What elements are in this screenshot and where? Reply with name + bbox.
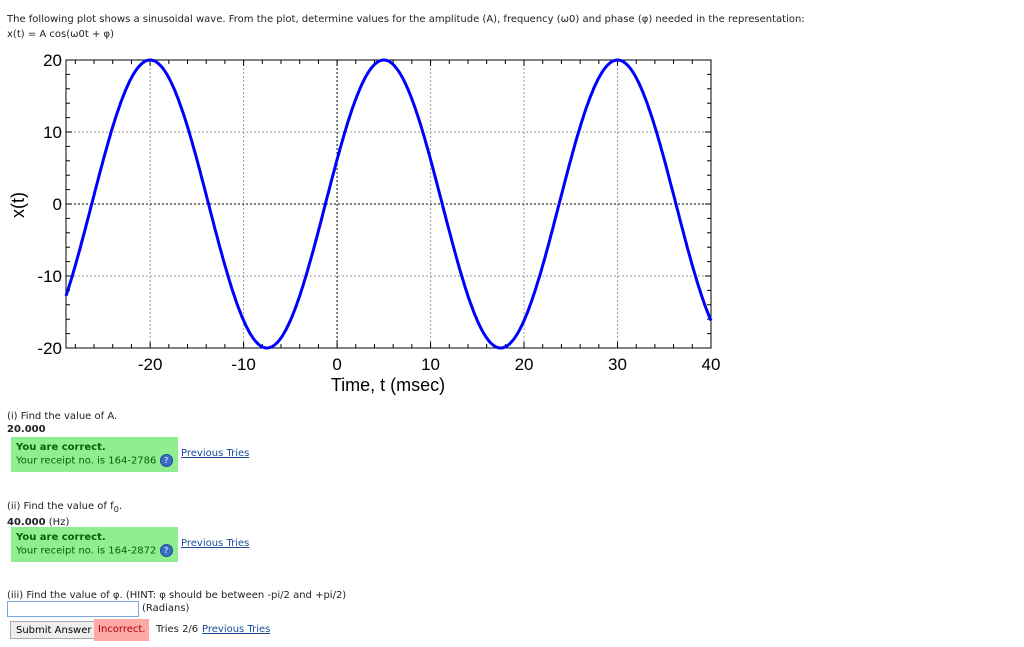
x-tick-label: -10 (231, 355, 256, 374)
sinusoid-plot: -20 -10 0 10 20 30 40 20 10 0 -10 -20 Time, t (msec… (8, 51, 721, 395)
formula: x(t) = A cos(ω0t + φ) (7, 29, 115, 40)
q2-dot: . (118, 501, 123, 512)
incorrect-badge: Incorrect. (94, 619, 150, 641)
x-tick-label: -20 (138, 355, 163, 374)
phase-input[interactable] (7, 601, 139, 617)
question-1: (i) Find the value of A. 20.000 (7, 410, 117, 436)
x-tick-label: 0 (332, 355, 341, 374)
q1-prompt: (i) Find the value of A. (7, 411, 118, 422)
q2-unit: (Hz) (48, 517, 70, 528)
help-icon[interactable]: ? (159, 544, 173, 557)
y-tick-label: 0 (53, 195, 62, 214)
q1-previous-tries-link[interactable]: Previous Tries (181, 448, 250, 459)
submit-answer-button[interactable]: Submit Answer (10, 621, 98, 639)
question-2: (ii) Find the value of f0. 40.000 (Hz) (7, 500, 122, 529)
q2-prompt: (ii) Find the value of f (7, 501, 114, 512)
q1-correct-box: You are correct. Your receipt no. is 164… (11, 437, 178, 472)
q2-sub: 0 (113, 504, 119, 514)
y-tick-label: -20 (37, 339, 62, 358)
x-tick-label: 30 (608, 355, 627, 374)
q3-previous-tries-link[interactable]: Previous Tries (202, 624, 271, 635)
q1-answer: 20.000 (7, 424, 46, 435)
q2-correct-box: You are correct. Your receipt no. is 164… (11, 527, 178, 562)
x-tick-label: 40 (702, 355, 721, 374)
x-tick-label: 10 (421, 355, 440, 374)
q3-unit: (Radians) (142, 603, 190, 614)
tries-count: Tries 2/6 (156, 624, 199, 635)
q2-previous-tries-link[interactable]: Previous Tries (181, 538, 250, 549)
y-axis-label: x(t) (8, 192, 28, 218)
y-tick-label: -10 (37, 267, 62, 286)
problem-intro: The following plot shows a sinusoidal wa… (7, 12, 805, 42)
wave-line (64, 58, 713, 350)
intro-text: The following plot shows a sinusoidal wa… (7, 14, 805, 25)
x-axis-label: Time, t (msec) (331, 375, 445, 395)
q1-status: You are correct. (16, 442, 106, 453)
q2-receipt: Your receipt no. is 164-2872 (16, 545, 157, 557)
q2-status: You are correct. (16, 532, 106, 543)
q1-receipt: Your receipt no. is 164-2786 (16, 455, 157, 467)
help-icon[interactable]: ? (159, 454, 173, 467)
q3-prompt: (iii) Find the value of φ. (HINT: φ shou… (7, 590, 347, 601)
y-tick-label: 20 (43, 51, 62, 70)
grid (66, 60, 712, 348)
y-tick-label: 10 (43, 123, 62, 142)
q2-answer: 40.000 (7, 517, 46, 528)
x-tick-label: 20 (515, 355, 534, 374)
